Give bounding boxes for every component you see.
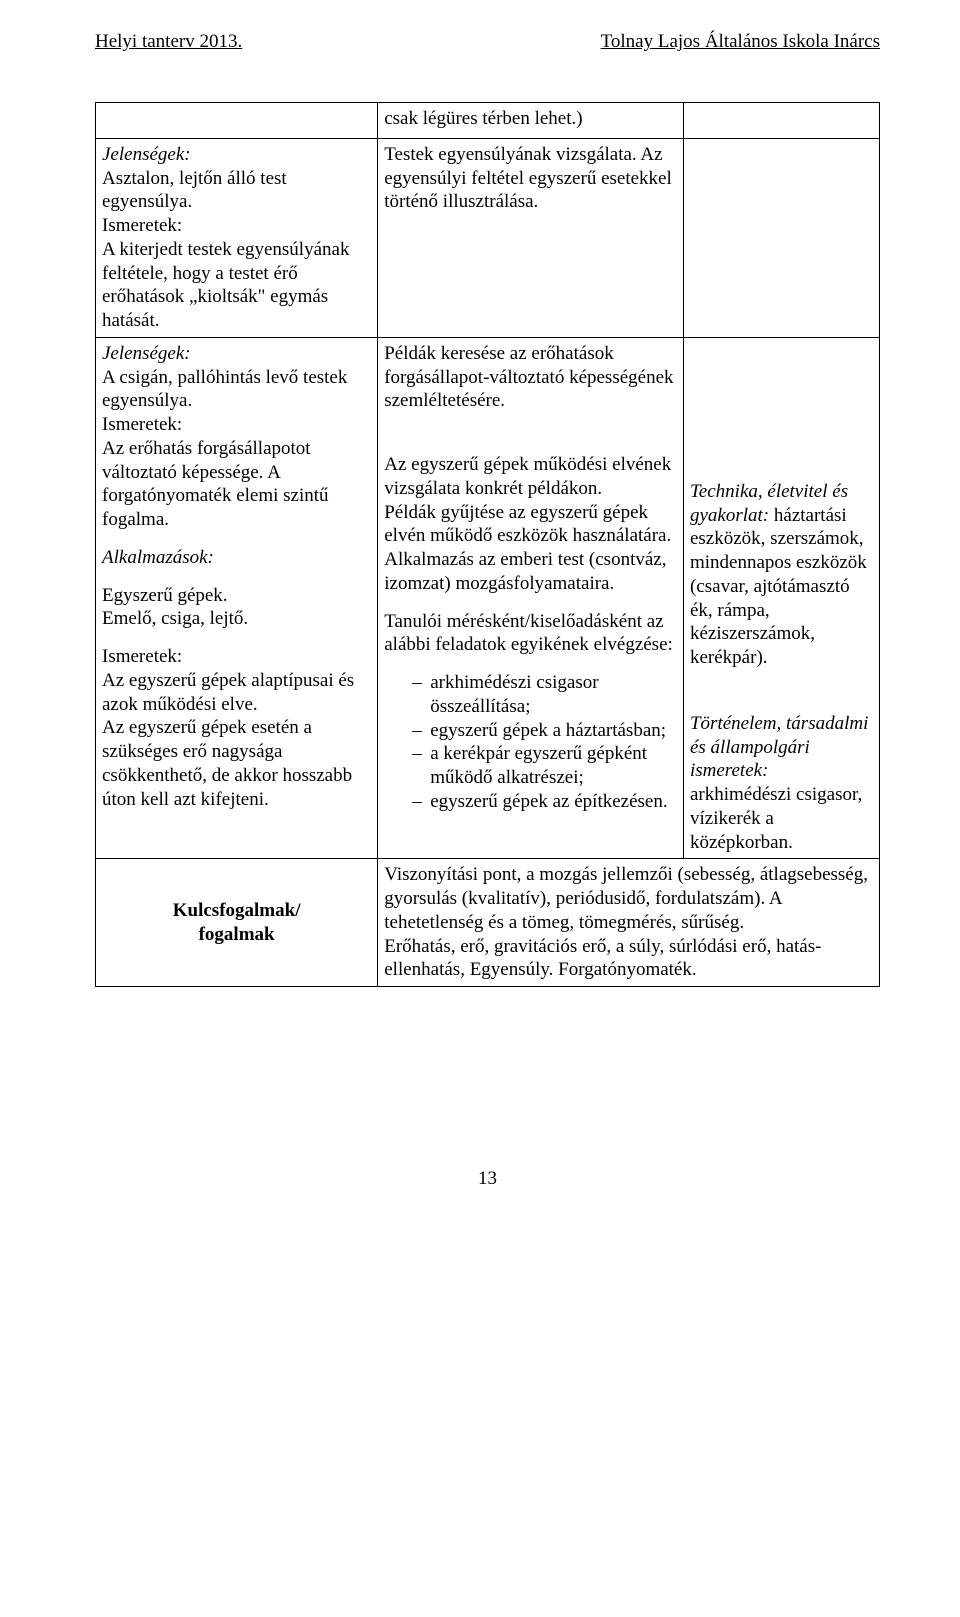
label: fogalmak — [102, 923, 371, 947]
text: Testek egyensúlyának vizsgálata. Az egye… — [384, 143, 677, 214]
text: Egyszerű gépek. — [102, 584, 371, 608]
text: Az egyszerű gépek működési elvének vizsg… — [384, 453, 677, 501]
text-block: Ismeretek: Az egyszerű gépek alaptípusai… — [102, 645, 371, 811]
table-row: Jelenségek: A csigán, pallóhintás levő t… — [96, 337, 880, 859]
header-left: Helyi tanterv 2013. — [95, 30, 242, 54]
text: Asztalon, lejtőn álló test egyensúlya. — [102, 167, 371, 215]
cell: Példák keresése az erőhatások forgásálla… — [378, 337, 684, 859]
text-block: Jelenségek: Asztalon, lejtőn álló test e… — [102, 143, 371, 333]
text-block: Példák keresése az erőhatások forgásálla… — [384, 342, 677, 413]
text-block: Történelem, társadalmi és állampolgári i… — [690, 712, 873, 855]
cell: csak légüres térben lehet.) — [378, 102, 684, 138]
cell: Testek egyensúlyának vizsgálata. Az egye… — [378, 138, 684, 337]
page-header: Helyi tanterv 2013. Tolnay Lajos Általán… — [95, 30, 880, 54]
document-page: Helyi tanterv 2013. Tolnay Lajos Általán… — [0, 0, 960, 1231]
text: Viszonyítási pont, a mozgás jellemzői (s… — [384, 863, 873, 982]
text: Az egyszerű gépek esetén a szükséges erő… — [102, 716, 371, 811]
bullet-list: arkhimédészi csigasor összeállítása; egy… — [384, 671, 677, 814]
label: Jelenségek: — [102, 144, 191, 165]
table-row: csak légüres térben lehet.) — [96, 102, 880, 138]
text: arkhimédészi csigasor, vízikerék a közép… — [690, 784, 862, 853]
list-item: egyszerű gépek az építkezésen. — [412, 790, 677, 814]
label: Jelenségek: — [102, 343, 191, 364]
text-block: Alkalmazások: — [102, 546, 371, 570]
cell: Jelenségek: Asztalon, lejtőn álló test e… — [96, 138, 378, 337]
spacer — [690, 342, 873, 480]
page-number: 13 — [95, 1167, 880, 1191]
label: Történelem, társadalmi és állampolgári i… — [690, 713, 868, 782]
label: Ismeretek: — [102, 646, 182, 667]
cell-empty — [683, 138, 879, 337]
key-concepts-text-cell: Viszonyítási pont, a mozgás jellemzői (s… — [378, 859, 880, 987]
label: Ismeretek: — [102, 414, 182, 435]
list-item: a kerékpár egyszerű gépként működő alkat… — [412, 742, 677, 790]
key-concepts-label-cell: Kulcsfogalmak/ fogalmak — [96, 859, 378, 987]
text-block: Egyszerű gépek. Emelő, csiga, lejtő. — [102, 584, 371, 632]
text-block: Tanulói mérésként/kiselőadásként az aláb… — [384, 610, 677, 658]
label: Kulcsfogalmak/ — [102, 899, 371, 923]
cell-empty — [683, 102, 879, 138]
label: Alkalmazások: — [102, 547, 214, 568]
table-row: Kulcsfogalmak/ fogalmak Viszonyítási pon… — [96, 859, 880, 987]
text: Az egyszerű gépek alaptípusai és azok mű… — [102, 669, 371, 717]
list-item: egyszerű gépek a háztartásban; — [412, 719, 677, 743]
curriculum-table: csak légüres térben lehet.) Jelenségek: … — [95, 102, 880, 987]
table-row: Jelenségek: Asztalon, lejtőn álló test e… — [96, 138, 880, 337]
text: Példák gyűjtése az egyszerű gépek elvén … — [384, 501, 677, 549]
list-item: arkhimédészi csigasor összeállítása; — [412, 671, 677, 719]
label: Ismeretek: — [102, 215, 182, 236]
text: Példák keresése az erőhatások forgásálla… — [384, 342, 677, 413]
spacer — [690, 684, 873, 712]
text-block: Az egyszerű gépek működési elvének vizsg… — [384, 453, 677, 596]
text-block: Jelenségek: A csigán, pallóhintás levő t… — [102, 342, 371, 532]
text: Tanulói mérésként/kiselőadásként az aláb… — [384, 610, 677, 658]
text: csak légüres térben lehet.) — [384, 108, 582, 129]
text: háztartási eszközök, szerszámok, mindenn… — [690, 505, 867, 669]
text: A csigán, pallóhintás levő testek egyens… — [102, 366, 371, 414]
cell-empty — [96, 102, 378, 138]
text: Emelő, csiga, lejtő. — [102, 607, 371, 631]
header-right: Tolnay Lajos Általános Iskola Inárcs — [601, 30, 880, 54]
text: A kiterjedt testek egyensúlyának feltéte… — [102, 238, 371, 333]
cell: Technika, életvitel és gyakorlat: háztar… — [683, 337, 879, 859]
text-block: Technika, életvitel és gyakorlat: háztar… — [690, 480, 873, 670]
cell: Jelenségek: A csigán, pallóhintás levő t… — [96, 337, 378, 859]
text: Alkalmazás az emberi test (csontváz, izo… — [384, 548, 677, 596]
text: Az erőhatás forgásállapotot változtató k… — [102, 437, 371, 532]
